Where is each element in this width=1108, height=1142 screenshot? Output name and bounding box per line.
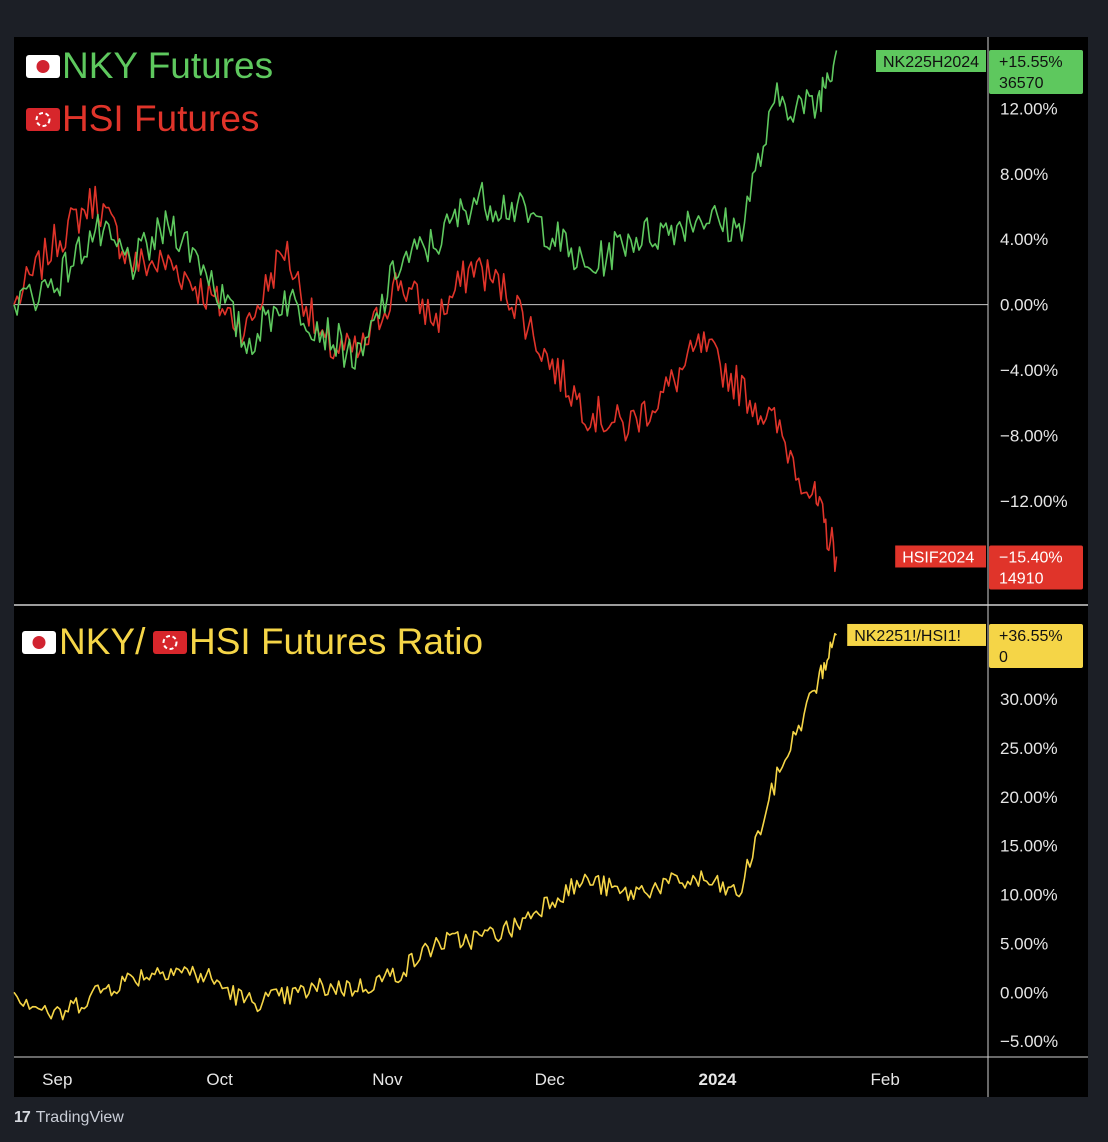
- end-label-NK2251!/HSI1!-value-bg: [989, 623, 1083, 668]
- x-tick-label: 2024: [699, 1070, 737, 1089]
- y-tick-label: 8.00%: [1000, 165, 1048, 184]
- end-label-HSIF2024-price: 14910: [999, 570, 1044, 587]
- x-tick-label: Feb: [871, 1070, 900, 1089]
- x-tick-label: Dec: [535, 1070, 566, 1089]
- hk-flag-flower: [162, 635, 178, 650]
- x-tick-label: Oct: [206, 1070, 233, 1089]
- y-tick-label: 12.00%: [1000, 99, 1058, 118]
- y-tick-label: −5.00%: [1000, 1032, 1058, 1051]
- y-tick-label: 10.00%: [1000, 886, 1058, 905]
- y-tick-label: −12.00%: [1000, 492, 1068, 511]
- end-label-NK225H2024-ticker-bg: [876, 50, 986, 72]
- legend-label: HSI Futures Ratio: [189, 621, 483, 662]
- legend-label: NKY Futures: [62, 45, 273, 86]
- end-label-NK2251!/HSI1!-ticker-bg: [847, 623, 986, 646]
- hk-flag-icon-field: [26, 108, 60, 131]
- legend-label: HSI Futures: [62, 98, 259, 139]
- y-tick-label: 0.00%: [1000, 983, 1048, 1002]
- hk-flag-icon: [26, 108, 60, 131]
- y-tick-label: 15.00%: [1000, 837, 1058, 856]
- time-axis: Sep Oct Nov Dec 2024 Feb: [42, 1070, 900, 1089]
- end-label-NK2251!/HSI1!: NK2251!/HSI1! +36.55% 0: [847, 623, 1083, 668]
- hk-flag-icon: [153, 631, 187, 654]
- legend-top: NKY Futures HSI Futures: [26, 45, 273, 139]
- end-label-NK225H2024: NK225H2024 +15.55% 36570: [876, 50, 1083, 94]
- series-line-NK225H2024: [13, 50, 838, 370]
- jp-flag-disc: [32, 636, 46, 649]
- end-label-NK2251!/HSI1!-price: 0: [999, 649, 1008, 666]
- x-tick-label: Nov: [372, 1070, 403, 1089]
- y-tick-label: 25.00%: [1000, 739, 1058, 758]
- jp-flag-icon: [22, 631, 56, 654]
- series-line-NK2251!/HSI1!: [13, 632, 838, 1021]
- end-label-NK225H2024-value-bg: [989, 50, 1083, 94]
- end-label-NK2251!/HSI1!-pct: +36.55%: [999, 628, 1063, 645]
- end-label-HSIF2024: HSIF2024 −15.40% 14910: [895, 545, 1083, 590]
- end-label-HSIF2024-ticker: HSIF2024: [902, 549, 974, 566]
- legend-bottom: NKY/HSI Futures Ratio: [22, 621, 483, 662]
- legend-label: NKY/: [59, 621, 146, 662]
- y-tick-label: 30.00%: [1000, 690, 1058, 709]
- hk-flag-flower: [35, 112, 51, 127]
- panel-top: 12.00% 8.00% 4.00% 0.00% −4.00% −8.00% −12.00%…: [13, 45, 1083, 590]
- x-tick-label: Sep: [42, 1070, 72, 1089]
- end-label-HSIF2024-pct: −15.40%: [999, 549, 1063, 566]
- y-tick-label: 5.00%: [1000, 934, 1048, 953]
- jp-flag-disc: [36, 60, 50, 73]
- y-tick-label: −4.00%: [1000, 361, 1058, 380]
- hk-flag-icon-field: [153, 631, 187, 654]
- y-tick-label: 0.00%: [1000, 296, 1048, 315]
- jp-flag-icon: [26, 55, 60, 78]
- end-label-NK225H2024-ticker: NK225H2024: [883, 54, 979, 71]
- end-label-HSIF2024-value-bg: [989, 545, 1083, 590]
- end-label-NK2251!/HSI1!-ticker: NK2251!/HSI1!: [854, 628, 961, 645]
- y-tick-label: 20.00%: [1000, 788, 1058, 807]
- tradingview-footer[interactable]: 17 TradingView: [14, 1106, 124, 1130]
- panel-bottom: 30.00% 25.00% 20.00% 15.00% 10.00% 5.00% 0.00%…: [13, 621, 1083, 1051]
- end-label-NK225H2024-price: 36570: [999, 75, 1044, 92]
- y-tick-label: −8.00%: [1000, 426, 1058, 445]
- end-label-HSIF2024-ticker-bg: [895, 545, 986, 568]
- end-label-NK225H2024-pct: +15.55%: [999, 54, 1063, 71]
- series-line-HSIF2024: [13, 185, 838, 573]
- tradingview-brand: TradingView: [35, 1109, 124, 1126]
- tradingview-logo-icon: 17: [14, 1109, 31, 1126]
- y-tick-label: 4.00%: [1000, 230, 1048, 249]
